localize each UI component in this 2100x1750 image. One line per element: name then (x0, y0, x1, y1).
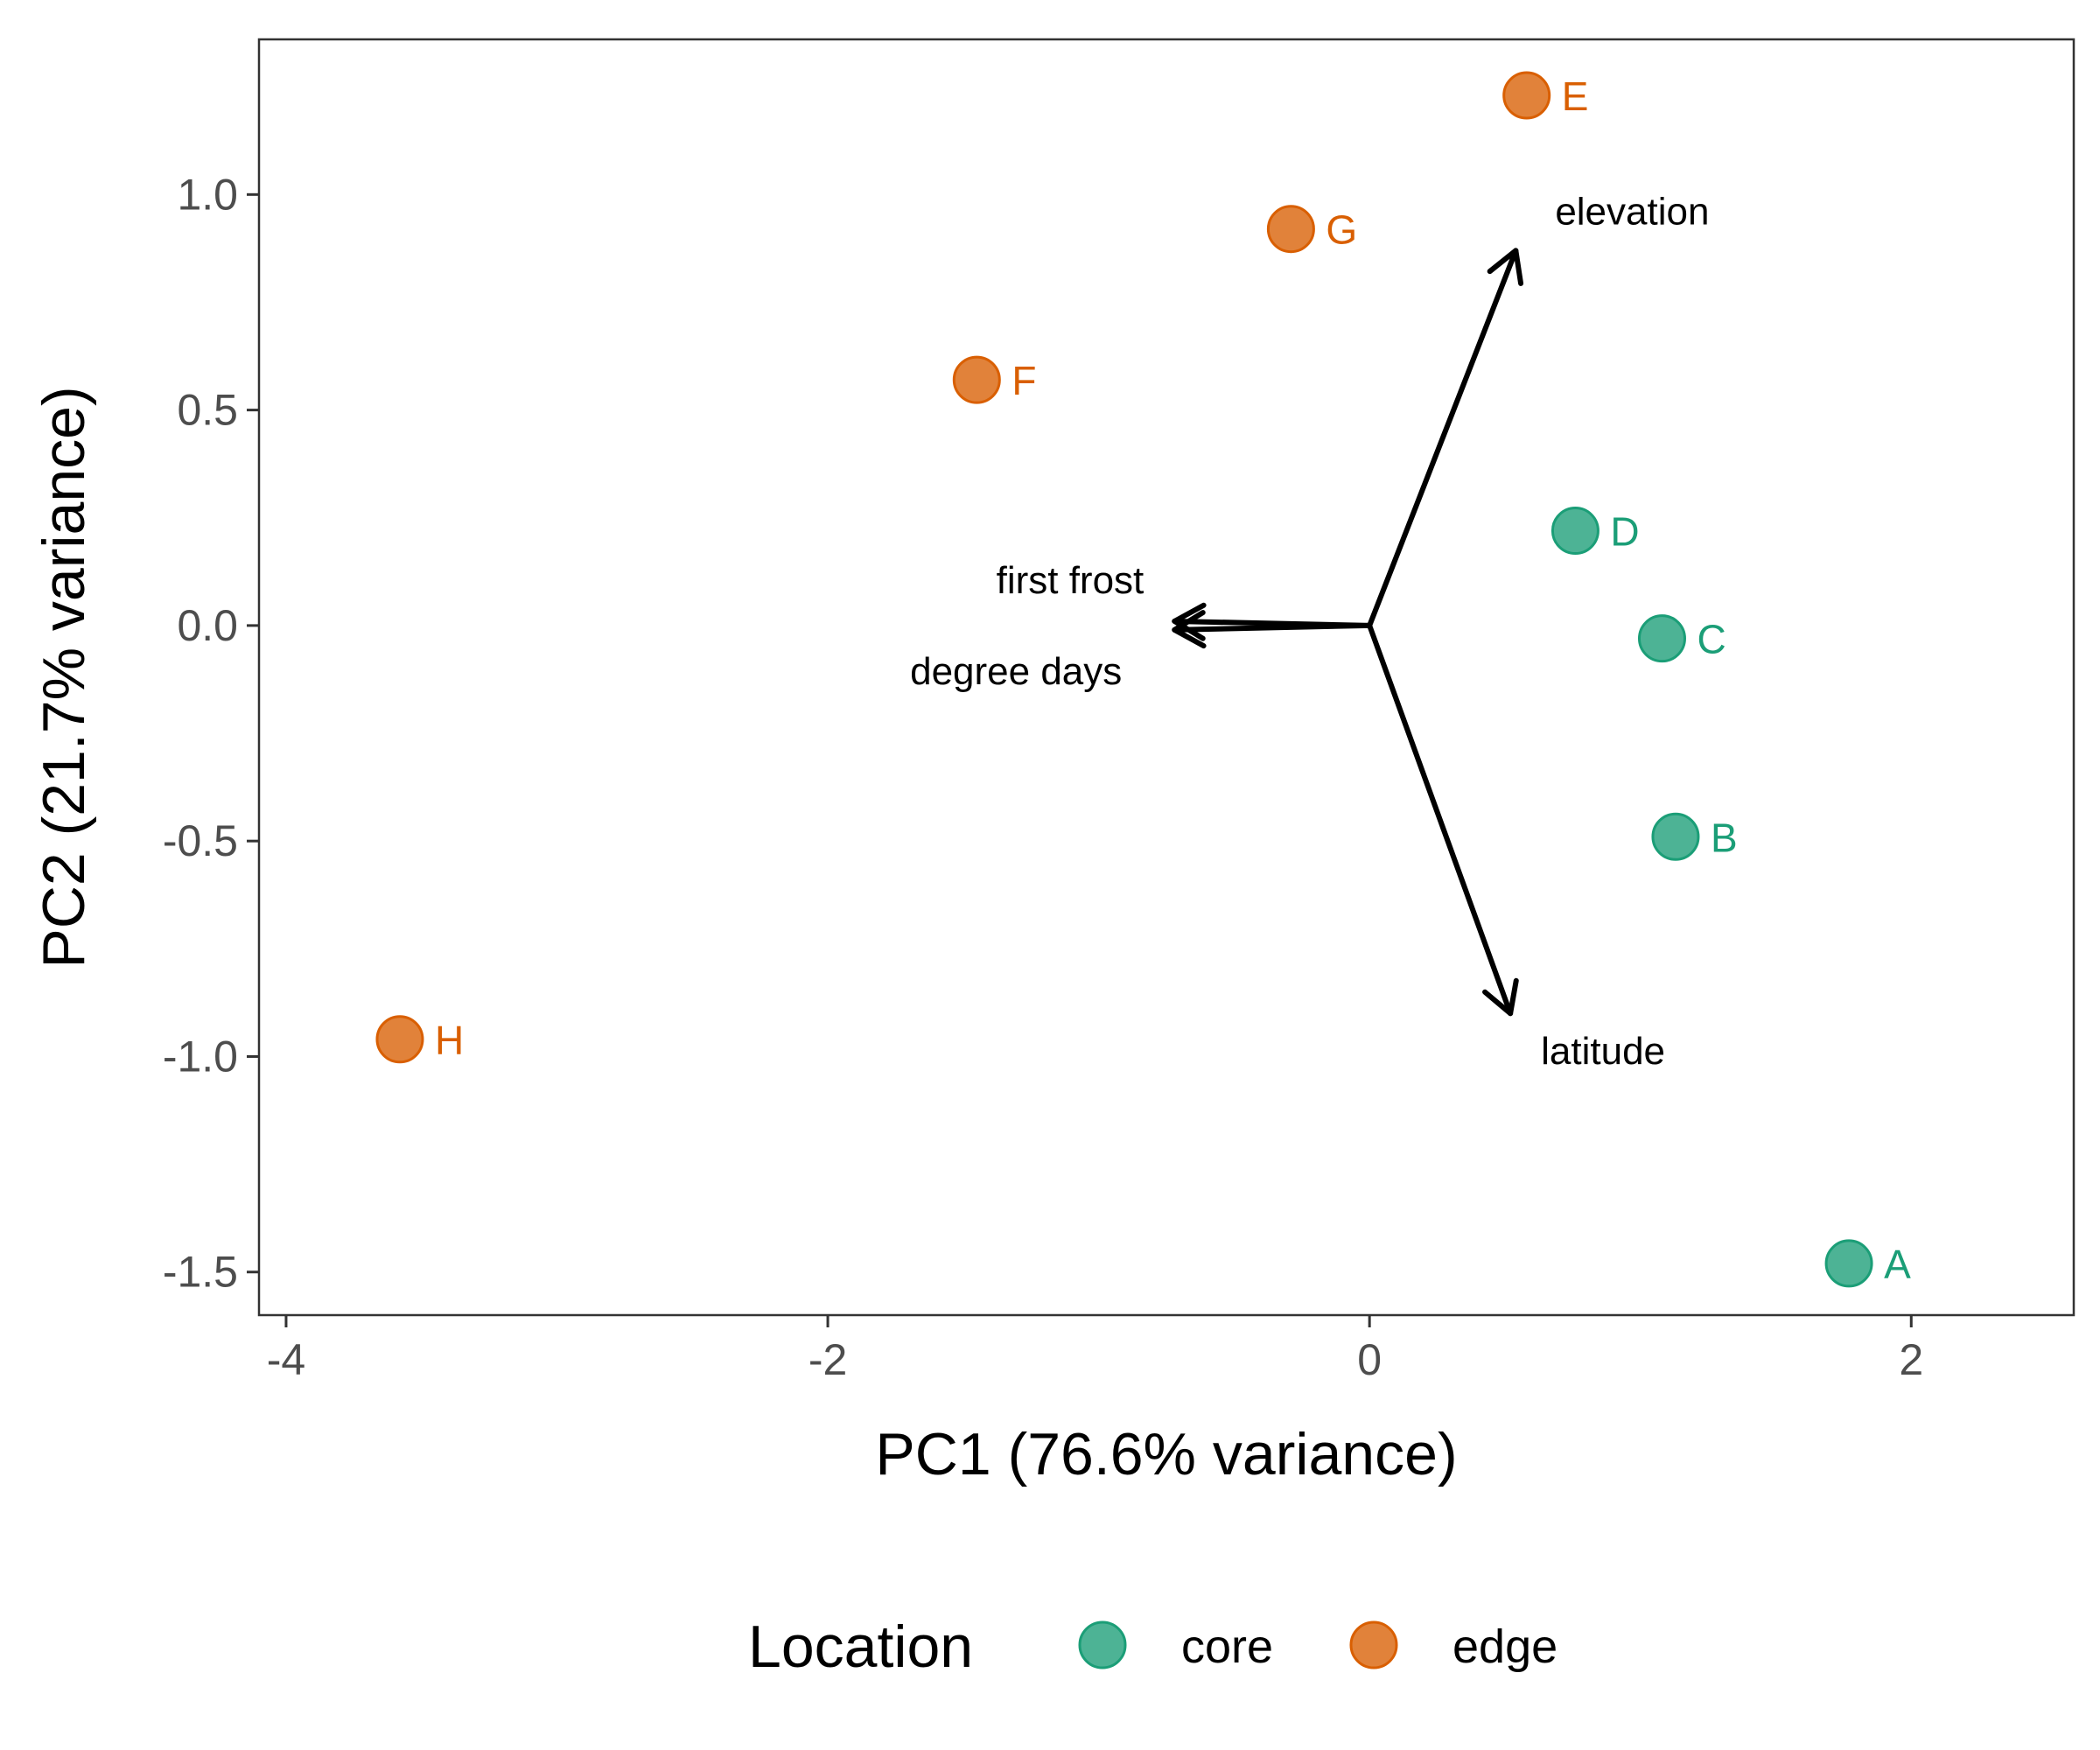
data-point (1266, 205, 1315, 254)
x-tick-label: -4 (267, 1335, 305, 1384)
loading-vectors: elevation latitude first frost degree days (910, 190, 1709, 1073)
data-points: A B C D E F G H (375, 71, 1911, 1288)
legend-key (1078, 1620, 1127, 1670)
y-tick-label: 1.0 (177, 170, 238, 219)
legend-title: Location (748, 1614, 973, 1680)
data-point-label: D (1610, 509, 1639, 555)
vector-arrowhead (1172, 610, 1207, 649)
y-tick-label: -1.5 (163, 1248, 238, 1297)
vector-label: degree days (910, 650, 1122, 693)
legend-key (1349, 1620, 1398, 1670)
x-tick-label: 0 (1357, 1335, 1382, 1384)
data-point (1651, 812, 1700, 861)
vector-arrowhead (1482, 977, 1519, 1017)
data-point (952, 355, 1001, 404)
data-point (1637, 614, 1686, 663)
data-point-label: E (1562, 74, 1589, 119)
legend-entry-label: core (1181, 1620, 1273, 1673)
data-point (375, 1015, 424, 1064)
vector-label: latitude (1541, 1030, 1665, 1073)
y-tick-label: -0.5 (163, 816, 238, 865)
data-point (1824, 1239, 1873, 1288)
plot-panel (257, 38, 2076, 1317)
data-point-label: G (1326, 207, 1357, 253)
vector-line (1367, 248, 1519, 628)
vector-label: elevation (1555, 190, 1709, 233)
y-tick-label: -1.0 (163, 1032, 238, 1081)
legend: Location core edge (748, 1614, 1558, 1680)
x-axis-title: PC1 (76.6% variance) (875, 1421, 1457, 1488)
x-axis: -4 -2 0 2 (267, 1315, 1923, 1384)
data-point (1550, 507, 1600, 556)
legend-entry-label: edge (1452, 1620, 1558, 1673)
data-point (1502, 71, 1551, 120)
y-axis: 1.0 0.5 0.0 -0.5 -1.0 -1.5 (163, 170, 259, 1297)
vector-label: first frost (997, 559, 1144, 602)
vector-arrowhead (1487, 248, 1524, 286)
data-point-label: A (1884, 1242, 1911, 1287)
vector-line (1172, 622, 1373, 633)
vector-arrowhead (1172, 602, 1207, 641)
y-tick-label: 0.5 (177, 386, 238, 435)
x-tick-label: -2 (808, 1335, 847, 1384)
y-axis-title: PC2 (21.7% variance) (31, 386, 97, 968)
x-tick-label: 2 (1899, 1335, 1923, 1384)
data-point-label: F (1012, 358, 1036, 403)
y-tick-label: 0.0 (177, 601, 238, 650)
data-point-label: C (1697, 617, 1726, 662)
vector-line (1367, 622, 1514, 1017)
data-point-label: H (435, 1018, 464, 1063)
data-point-label: B (1711, 815, 1738, 860)
